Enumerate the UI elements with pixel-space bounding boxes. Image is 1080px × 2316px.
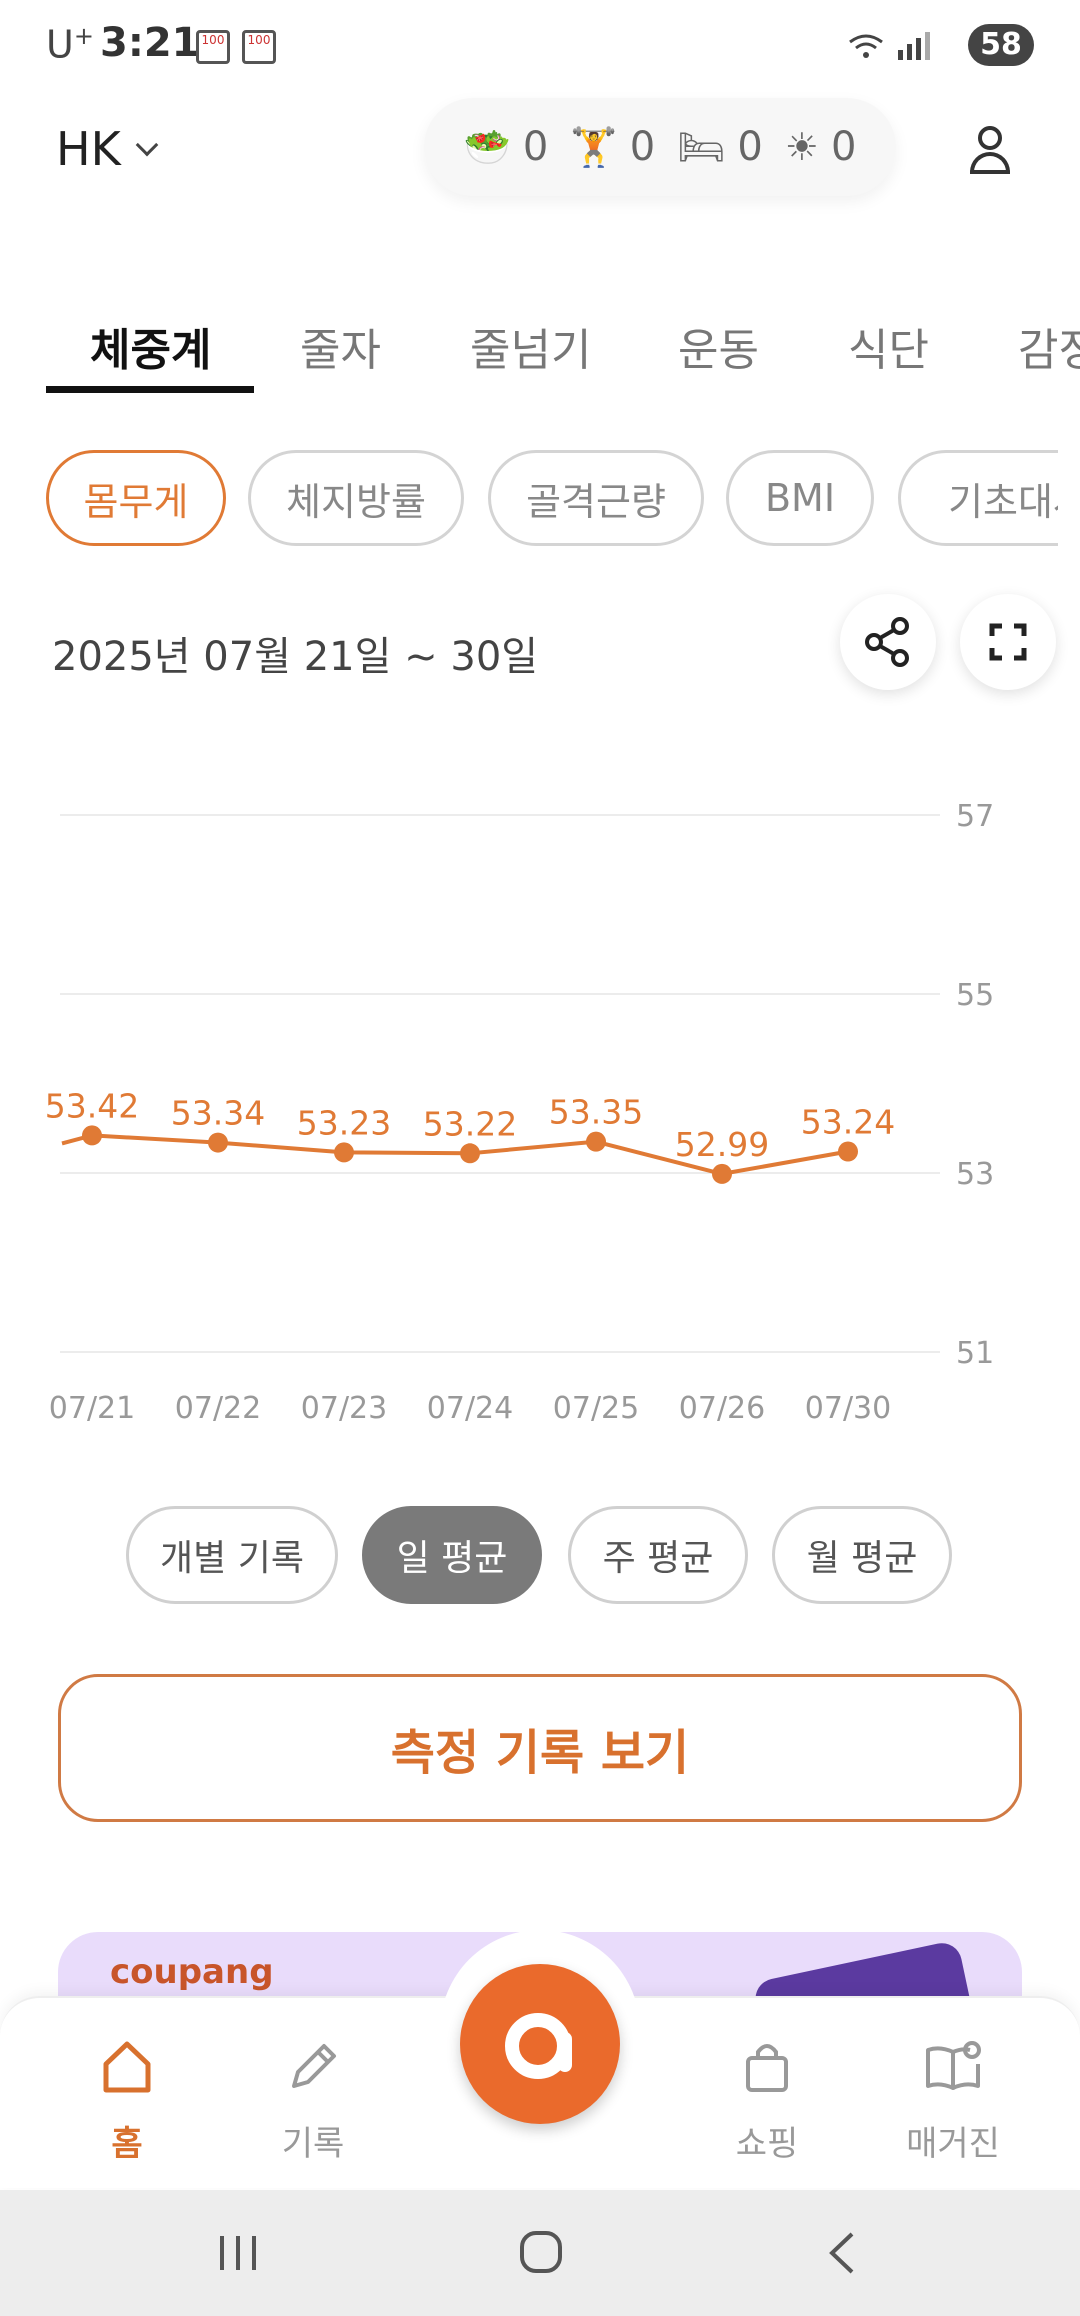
data-point (586, 1131, 606, 1152)
chip-bmi[interactable]: BMI (726, 450, 874, 546)
chip-muscle-mass[interactable]: 골격근량 (488, 450, 704, 546)
chevron-down-icon (135, 133, 159, 157)
coupang-logo: coupang (110, 1952, 274, 1992)
user-profile-icon[interactable] (966, 124, 1014, 176)
x-tick-label: 07/25 (553, 1391, 639, 1426)
notification-icon: 100 (242, 30, 276, 64)
data-label: 53.42 (45, 1086, 139, 1125)
sun-icon: ☀ (784, 125, 819, 169)
nav-record[interactable]: 기록 (238, 2038, 388, 2165)
tab-scale[interactable]: 체중계 (90, 325, 212, 376)
period-monthly-button[interactable]: 월 평균 (772, 1506, 952, 1604)
home-icon (103, 2041, 151, 2093)
back-icon[interactable] (814, 2226, 874, 2280)
period-individual-button[interactable]: 개별 기록 (126, 1506, 338, 1604)
period-weekly-button[interactable]: 주 평균 (568, 1506, 748, 1604)
data-label: 53.24 (801, 1103, 895, 1142)
data-point (334, 1142, 354, 1163)
x-tick-label: 07/24 (427, 1391, 513, 1426)
y-tick-label: 53 (956, 1157, 994, 1192)
status-bar: U+ 3:21 100 100 58 (0, 0, 1080, 92)
tab-emotion[interactable]: 감정 (1018, 325, 1080, 376)
recent-apps-icon[interactable] (208, 2226, 268, 2280)
nav-shopping[interactable]: 쇼핑 (692, 2038, 842, 2165)
metric-chips: 몸무게 체지방률 골격근량 BMI 기초대사 (0, 448, 1058, 548)
data-label: 53.35 (549, 1093, 643, 1132)
tab-exercise[interactable]: 운동 (678, 325, 759, 376)
daily-summary-pill[interactable]: 🥗 0 🏋 0 🛏 0 ☀ 0 (424, 98, 896, 196)
data-label: 53.34 (171, 1094, 265, 1133)
x-tick-label: 07/21 (49, 1391, 135, 1426)
period-daily-button[interactable]: 일 평균 (362, 1506, 542, 1604)
app-logo-icon (505, 2013, 572, 2079)
pencil-icon (292, 2044, 336, 2088)
status-time: 3:21 (100, 20, 200, 66)
battery-indicator: 58 (968, 24, 1034, 66)
wifi-signal-icon (849, 32, 930, 60)
summary-exercise: 🏋 0 (570, 124, 655, 170)
y-tick-label: 51 (956, 1336, 994, 1371)
chart-series (61, 1133, 849, 1176)
salad-icon: 🥗 (463, 124, 511, 169)
data-point (838, 1141, 858, 1162)
data-label: 53.22 (423, 1104, 517, 1143)
view-records-button[interactable]: 측정 기록 보기 (58, 1674, 1022, 1822)
chart-grid (60, 814, 940, 1353)
data-point (712, 1163, 732, 1184)
summary-mood: ☀ 0 (785, 124, 857, 170)
x-tick-label: 07/23 (301, 1391, 387, 1426)
fullscreen-icon (989, 623, 1027, 661)
y-tick-label: 55 (956, 978, 994, 1013)
carrier-label: U+ (46, 22, 94, 67)
weightlifter-icon: 🏋 (570, 124, 618, 169)
summary-diet: 🥗 0 (464, 124, 549, 170)
nav-shopping-label: 쇼핑 (735, 2124, 799, 2164)
share-icon (865, 617, 909, 667)
series-line (61, 1133, 849, 1176)
chart-points (82, 1125, 858, 1184)
tab-jump-rope[interactable]: 줄넘기 (470, 325, 592, 376)
summary-count: 0 (830, 124, 857, 170)
x-tick-label: 07/30 (805, 1391, 891, 1426)
x-tick-label: 07/22 (175, 1391, 261, 1426)
nav-magazine-label: 매거진 (906, 2124, 1000, 2164)
data-point (208, 1132, 228, 1153)
notification-icon: 100 (196, 30, 230, 64)
fullscreen-button[interactable] (960, 594, 1056, 690)
nav-magazine[interactable]: 매거진 (878, 2038, 1028, 2165)
category-tabs: 체중계 줄자 줄넘기 운동 식단 감정 (0, 300, 1080, 396)
summary-sleep: 🛏 0 (677, 124, 763, 170)
chip-body-fat[interactable]: 체지방률 (248, 450, 464, 546)
share-button[interactable] (840, 594, 936, 690)
active-tab-indicator (46, 386, 254, 393)
summary-count: 0 (629, 124, 656, 170)
nav-home[interactable]: 홈 (52, 2038, 202, 2165)
summary-count: 0 (737, 124, 763, 170)
center-action-button[interactable] (460, 1964, 620, 2124)
chart-labels: 57 55 53 51 53.42 07/21 53.34 07/22 53.23 07/23 53… (45, 799, 994, 1426)
shopping-bag-icon (746, 2044, 788, 2092)
data-point (460, 1143, 480, 1164)
nav-home-label: 홈 (111, 2124, 143, 2164)
tab-diet[interactable]: 식단 (848, 325, 929, 376)
data-label: 53.23 (297, 1103, 391, 1142)
data-point (82, 1125, 102, 1146)
chip-weight[interactable]: 몸무게 (46, 450, 226, 546)
bed-icon: 🛏 (677, 124, 726, 169)
date-range: 2025년 07월 21일 ~ 30일 (52, 634, 539, 680)
home-system-icon[interactable] (510, 2226, 570, 2280)
nav-record-label: 기록 (281, 2124, 345, 2164)
weight-line-chart: 57 55 53 51 53.42 07/21 53.34 07/22 53.23 07/23 53… (45, 799, 994, 1426)
tab-tape-measure[interactable]: 줄자 (300, 325, 381, 376)
magazine-icon (926, 2041, 981, 2090)
x-tick-label: 07/26 (679, 1391, 765, 1426)
signal-icons (846, 28, 930, 70)
y-tick-label: 57 (956, 799, 994, 834)
data-label: 52.99 (675, 1125, 769, 1164)
profile-selector[interactable]: HK (56, 122, 159, 176)
system-navigation-bar (0, 2190, 1080, 2316)
chip-bmr[interactable]: 기초대사 (898, 450, 1058, 546)
summary-count: 0 (522, 124, 549, 170)
profile-name: HK (56, 122, 121, 176)
